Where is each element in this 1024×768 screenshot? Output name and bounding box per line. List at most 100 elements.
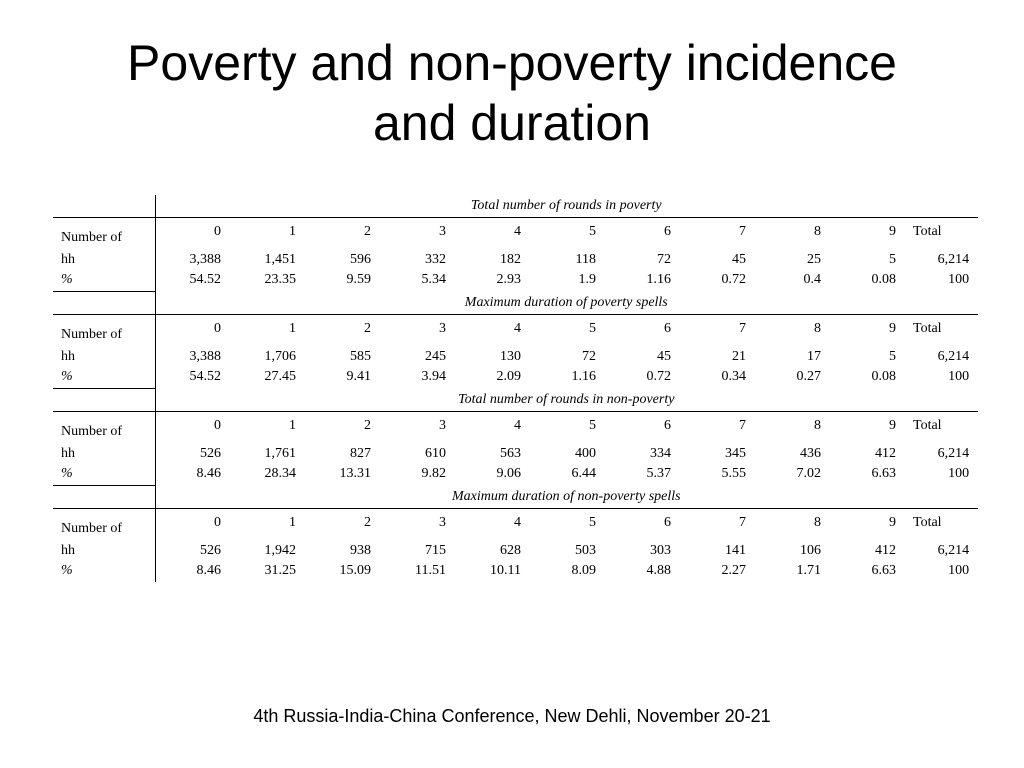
- row-label-percent: %: [53, 559, 156, 582]
- slide-title-line-2: and duration: [372, 95, 651, 151]
- section-heading: Total number of rounds in poverty: [155, 195, 979, 218]
- count-cell: 1,942: [264, 543, 297, 558]
- column-header: 0: [214, 418, 221, 433]
- column-header: 2: [364, 224, 371, 239]
- percent-cell: 5.34: [421, 271, 447, 287]
- count-cell: 596: [350, 252, 371, 267]
- section-heading-row: Total number of rounds in non-poverty: [53, 388, 979, 412]
- row-label-count-line-1: Number of: [53, 411, 156, 440]
- count-row: hh 526 1,942 938 715 628 503 303 141 106 412 6,214: [53, 537, 978, 559]
- column-header-row: Number of 0 1 2 3 4 5 6 7 8 9 Total: [53, 314, 978, 343]
- count-cell: 3,388: [189, 252, 222, 267]
- count-cell: 25: [807, 252, 821, 267]
- row-label-count-line-2: hh: [53, 537, 156, 559]
- percent-cell: 0.08: [871, 368, 897, 384]
- column-header: 8: [814, 321, 821, 336]
- column-header: 7: [739, 321, 746, 336]
- column-header: 7: [739, 515, 746, 530]
- column-header-total: Total: [913, 321, 942, 336]
- percent-cell: 100: [948, 465, 970, 481]
- row-label-count-line-2: hh: [53, 343, 156, 365]
- percent-row: % 8.46 31.25 15.09 11.51 10.11 8.09 4.88 2.27 1.7…: [53, 559, 978, 582]
- count-cell: 526: [200, 543, 221, 558]
- column-header: 7: [739, 224, 746, 239]
- percent-cell: 8.46: [196, 465, 222, 481]
- percent-cell: 10.11: [490, 562, 521, 578]
- count-row: hh 526 1,761 827 610 563 400 334 345 436 412 6,214: [53, 440, 978, 462]
- column-header-row: Number of 0 1 2 3 4 5 6 7 8 9 Total: [53, 217, 978, 246]
- column-header: 8: [814, 224, 821, 239]
- count-cell: 412: [875, 543, 896, 558]
- count-cell: 334: [650, 446, 671, 461]
- count-cell: 526: [200, 446, 221, 461]
- percent-cell: 9.41: [346, 368, 372, 384]
- count-cell: 400: [575, 446, 596, 461]
- column-header: 4: [514, 321, 521, 336]
- percent-cell: 8.46: [196, 562, 222, 578]
- percent-cell: 1.16: [646, 271, 672, 287]
- column-header-row: Number of 0 1 2 3 4 5 6 7 8 9 Total: [53, 411, 978, 440]
- percent-cell: 6.63: [871, 465, 897, 481]
- percent-cell: 2.27: [721, 562, 747, 578]
- column-header: 2: [364, 418, 371, 433]
- column-header: 5: [589, 515, 596, 530]
- column-header: 7: [739, 418, 746, 433]
- percent-cell: 8.09: [571, 562, 597, 578]
- percent-cell: 2.09: [496, 368, 522, 384]
- count-cell: 628: [500, 543, 521, 558]
- count-cell: 303: [650, 543, 671, 558]
- count-cell: 610: [425, 446, 446, 461]
- row-label-count-line-2: hh: [53, 440, 156, 462]
- count-cell: 827: [350, 446, 371, 461]
- section-heading: Maximum duration of non-poverty spells: [155, 485, 979, 509]
- column-header: 4: [514, 418, 521, 433]
- row-label-percent: %: [53, 365, 156, 389]
- count-cell: 332: [425, 252, 446, 267]
- slide-title: Poverty and non-poverty incidence and du…: [0, 33, 1024, 153]
- column-header: 1: [289, 418, 296, 433]
- count-cell: 6,214: [937, 543, 970, 558]
- count-cell: 45: [657, 349, 671, 364]
- column-header: 8: [814, 515, 821, 530]
- column-header: 3: [439, 418, 446, 433]
- column-header: 0: [214, 515, 221, 530]
- percent-cell: 2.93: [496, 271, 522, 287]
- slide-footer: 4th Russia-India-China Conference, New D…: [253, 706, 771, 726]
- count-row: hh 3,388 1,706 585 245 130 72 45 21 17 5 6,214: [53, 343, 978, 365]
- count-cell: 45: [732, 252, 746, 267]
- percent-cell: 13.31: [339, 465, 372, 481]
- column-header: 5: [589, 224, 596, 239]
- section-heading-row: Maximum duration of poverty spells: [53, 291, 979, 315]
- column-header: 9: [889, 321, 896, 336]
- row-label-percent: %: [53, 268, 156, 292]
- percent-cell: 100: [948, 562, 970, 578]
- count-cell: 3,388: [189, 349, 222, 364]
- column-header: 0: [214, 224, 221, 239]
- column-header: 0: [214, 321, 221, 336]
- count-cell: 436: [800, 446, 821, 461]
- column-header: 9: [889, 515, 896, 530]
- percent-cell: 54.52: [189, 271, 222, 287]
- row-label-count-line-1: Number of: [53, 217, 156, 246]
- count-cell: 182: [500, 252, 521, 267]
- count-cell: 5: [889, 349, 896, 364]
- column-header: 4: [514, 515, 521, 530]
- count-cell: 72: [657, 252, 671, 267]
- percent-cell: 1.9: [578, 271, 597, 287]
- column-header-total: Total: [913, 418, 942, 433]
- percent-cell: 7.02: [796, 465, 822, 481]
- column-header: 8: [814, 418, 821, 433]
- count-cell: 6,214: [937, 349, 970, 364]
- percent-cell: 31.25: [264, 562, 297, 578]
- row-label-count-line-1: Number of: [53, 314, 156, 343]
- section-heading: Maximum duration of poverty spells: [155, 291, 979, 315]
- column-header: 6: [664, 515, 671, 530]
- heading-blank-cell: [53, 195, 156, 218]
- percent-cell: 6.63: [871, 562, 897, 578]
- column-header-total: Total: [913, 224, 942, 239]
- column-header: 3: [439, 515, 446, 530]
- percent-cell: 9.06: [496, 465, 522, 481]
- count-cell: 1,761: [264, 446, 297, 461]
- column-header: 3: [439, 224, 446, 239]
- percent-cell: 3.94: [421, 368, 447, 384]
